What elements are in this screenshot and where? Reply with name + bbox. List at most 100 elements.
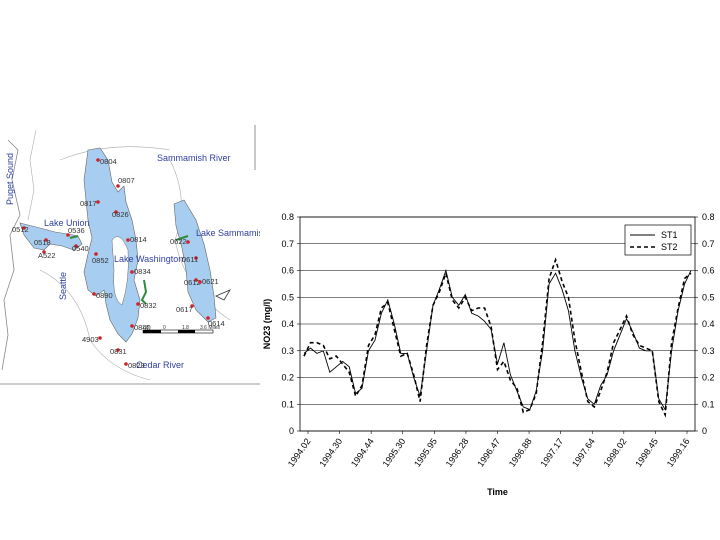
station-marker: [96, 158, 100, 162]
no23-line-chart: 00.10.20.30.40.50.60.70.8 00.10.20.30.40…: [262, 212, 715, 497]
y-tick-label: 0.2: [281, 373, 294, 383]
x-tick-label: 1996.28: [444, 436, 471, 468]
station-marker: [22, 226, 26, 230]
x-axis-ticks: 1994.02 1994.30 1994.44 1995.30 1995.95 1996.…: [286, 431, 692, 469]
station-label: 0612: [184, 278, 201, 287]
lake-washington-shape: [83, 147, 141, 343]
station-marker: [44, 238, 48, 242]
x-tick-label: 1994.44: [349, 436, 376, 468]
station-marker: [98, 336, 102, 340]
station-label: 0621: [202, 277, 219, 286]
green-marker: [175, 235, 189, 241]
station-label: 0832: [140, 301, 157, 310]
right-y-tick-label: 0.8: [702, 212, 715, 222]
cedar-river-label: Cedar River: [136, 360, 184, 370]
station-marker: [94, 252, 98, 256]
scale-bar-fill: [178, 330, 195, 333]
scale-label-left: 1.8: [142, 325, 149, 331]
station-label: 0617: [176, 305, 193, 314]
right-y-tick-label: 0: [702, 426, 707, 436]
station-marker: [126, 238, 130, 242]
station-marker: [194, 278, 198, 282]
lake-union-shape: [19, 222, 83, 251]
x-tick-label: 1995.95: [412, 436, 439, 468]
y-axis-label: NO23 (mg/l): [262, 299, 272, 350]
station-label: 0829: [128, 361, 145, 370]
station-marker: [186, 240, 190, 244]
series-line-st2: [303, 257, 692, 418]
station-marker: [114, 210, 118, 214]
series-line-st1: [303, 268, 692, 411]
x-tick-label: 1996.47: [475, 436, 502, 468]
scale-label-end: 3.6 Miles: [200, 325, 221, 331]
station-label: 0814: [130, 235, 147, 244]
right-y-tick-label: 0.5: [702, 292, 715, 302]
x-tick-label: 1998.45: [633, 436, 660, 468]
station-label: 0890: [96, 291, 113, 300]
lake-washington-label: Lake Washington: [114, 254, 183, 264]
chart-series: [303, 257, 692, 418]
right-y-tick-label: 0.1: [702, 399, 715, 409]
lake-sammamish-shape: [173, 199, 217, 323]
x-tick-label: 1994.02: [286, 436, 313, 468]
station-label: 0840: [134, 323, 151, 332]
shoreline-detail: [27, 129, 37, 221]
y-axis-ticks: 0 0.1 0.2 0.3 0.4 0.5 0.6 0.7 0.8: [281, 212, 300, 436]
station-marker: [74, 244, 78, 248]
station-label: 0826: [112, 210, 129, 219]
station-marker: [124, 362, 128, 366]
scale-label-mid: 1.8: [182, 325, 189, 331]
x-tick-label: 1994.30: [317, 436, 344, 468]
legend-label: ST2: [661, 242, 678, 252]
station-label: 0831: [110, 347, 127, 356]
road-line: [39, 269, 151, 381]
station-marker: [42, 250, 46, 254]
lake-sammamish-label: Lake Sammamish: [196, 228, 260, 238]
y-tick-label: 0.7: [281, 239, 294, 249]
station-label: 0622: [170, 237, 187, 246]
station-label: 4903: [82, 335, 99, 344]
right-y-tick-label: 0.6: [702, 266, 715, 276]
station-marker: [198, 280, 202, 284]
y-tick-label: 0.1: [281, 399, 294, 409]
station-marker: [66, 233, 70, 237]
puget-shoreline: [1, 139, 21, 371]
scale-bar: 1.8 0 1.8 3.6 Miles: [142, 325, 221, 334]
seattle-label: Seattle: [58, 272, 68, 300]
lake-union-label: Lake Union: [44, 218, 90, 228]
y-tick-label: 0.5: [281, 292, 294, 302]
y-tick-label: 0.6: [281, 266, 294, 276]
right-y-tick-label: 0.4: [702, 319, 715, 329]
station-marker: [116, 348, 120, 352]
sammamish-river-label: Sammamish River: [157, 153, 231, 163]
right-y-tick-label: 0.7: [702, 239, 715, 249]
station-label: 0834: [134, 267, 151, 276]
lake-map: Puget Sound Sammamish River Lake Union L…: [0, 125, 260, 385]
station-label: 0614: [208, 319, 225, 328]
right-y-tick-label: 0.2: [702, 373, 715, 383]
station-label: 0540: [72, 244, 89, 253]
station-marker: [190, 304, 194, 308]
station-markers: 0804 0807 0817 0826 0512 0536 0518 0540 A522 0852…: [12, 157, 225, 370]
station-marker: [194, 256, 198, 260]
station-label: 0817: [80, 199, 97, 208]
north-arrow-icon: [215, 289, 231, 301]
sammamish-river-text: Sammamish River: [157, 153, 231, 163]
x-tick-label: 1995.30: [381, 436, 408, 468]
station-label: 0611: [182, 255, 198, 264]
legend-box: [624, 224, 692, 256]
scale-label-zero: 0: [163, 325, 166, 331]
y-tick-label: 0.8: [281, 212, 294, 222]
station-marker: [116, 184, 120, 188]
station-label: A522: [38, 251, 56, 260]
y-tick-label: 0: [289, 426, 294, 436]
station-label: 0852: [92, 256, 109, 265]
puget-sound-label: Puget Sound: [5, 153, 15, 205]
station-marker: [92, 292, 96, 296]
station-label: 0804: [100, 157, 117, 166]
station-marker: [130, 270, 134, 274]
station-marker: [96, 200, 100, 204]
mercer-island: [111, 236, 129, 306]
legend-label: ST1: [661, 230, 678, 240]
